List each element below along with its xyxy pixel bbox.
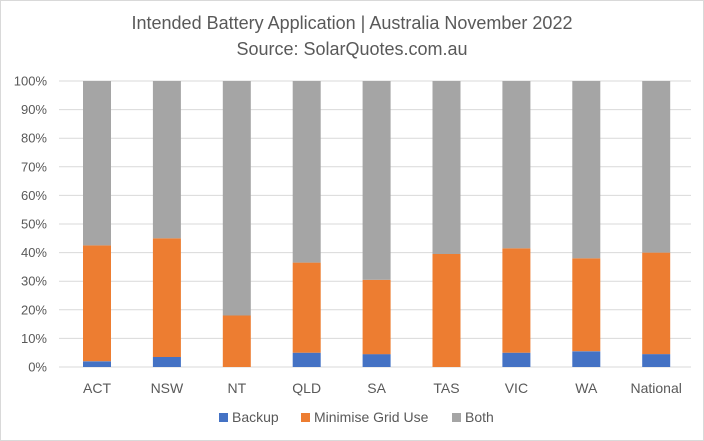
bar-backup-sa (362, 354, 391, 367)
x-tick-label: TAS (433, 380, 459, 396)
x-tick-label: QLD (292, 380, 321, 396)
bar-backup-vic (502, 352, 531, 367)
y-tick-label: 40% (21, 245, 47, 260)
legend-label: Minimise Grid Use (314, 409, 429, 425)
legend-swatch (219, 413, 228, 422)
y-tick-label: 90% (21, 102, 47, 117)
chart-subtitle: Source: SolarQuotes.com.au (236, 39, 468, 59)
bar-backup-wa (572, 351, 601, 367)
bar-both-nsw (152, 81, 181, 239)
bar-both-wa (572, 81, 601, 259)
y-tick-label: 50% (21, 217, 47, 232)
bar-backup-act (83, 361, 111, 367)
bar-both-qld (292, 81, 321, 263)
x-tick-label: ACT (83, 380, 111, 396)
y-tick-label: 70% (21, 159, 47, 174)
x-tick-label: VIC (505, 380, 528, 396)
bar-minimise-grid-use-national (642, 252, 671, 355)
y-tick-label: 60% (21, 188, 47, 203)
bar-both-nt (222, 81, 251, 316)
legend-swatch (452, 413, 461, 422)
bar-minimise-grid-use-nt (222, 315, 251, 367)
bar-minimise-grid-use-sa (362, 279, 391, 355)
bar-minimise-grid-use-vic (502, 248, 531, 353)
bar-both-act (83, 81, 111, 246)
y-tick-label: 20% (21, 302, 47, 317)
legend-swatch (301, 413, 310, 422)
chart-title: Intended Battery Application | Australia… (131, 13, 573, 33)
y-tick-label: 80% (21, 131, 47, 146)
bar-both-sa (362, 81, 391, 280)
x-tick-label: WA (575, 380, 598, 396)
bar-minimise-grid-use-act (83, 245, 111, 362)
bar-backup-national (642, 354, 671, 367)
y-tick-label: 30% (21, 274, 47, 289)
y-tick-label: 0% (28, 360, 47, 375)
legend-label: Backup (232, 409, 279, 425)
bar-minimise-grid-use-tas (432, 254, 461, 367)
y-tick-label: 10% (21, 331, 47, 346)
bar-minimise-grid-use-wa (572, 258, 601, 352)
bar-both-tas (432, 81, 461, 254)
bar-backup-qld (292, 352, 321, 367)
bar-minimise-grid-use-qld (292, 262, 321, 353)
x-tick-label: NT (227, 380, 246, 396)
bar-minimise-grid-use-nsw (152, 238, 181, 357)
bar-both-national (642, 81, 671, 253)
x-tick-label: NSW (151, 380, 184, 396)
x-tick-label: National (631, 380, 682, 396)
x-tick-label: SA (367, 380, 386, 396)
bar-both-vic (502, 81, 531, 249)
bar-backup-nsw (152, 357, 181, 367)
y-tick-label: 100% (14, 74, 48, 89)
legend-label: Both (465, 409, 494, 425)
